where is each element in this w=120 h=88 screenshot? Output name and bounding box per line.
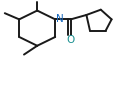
Text: N: N bbox=[56, 14, 64, 24]
Text: O: O bbox=[67, 35, 75, 45]
